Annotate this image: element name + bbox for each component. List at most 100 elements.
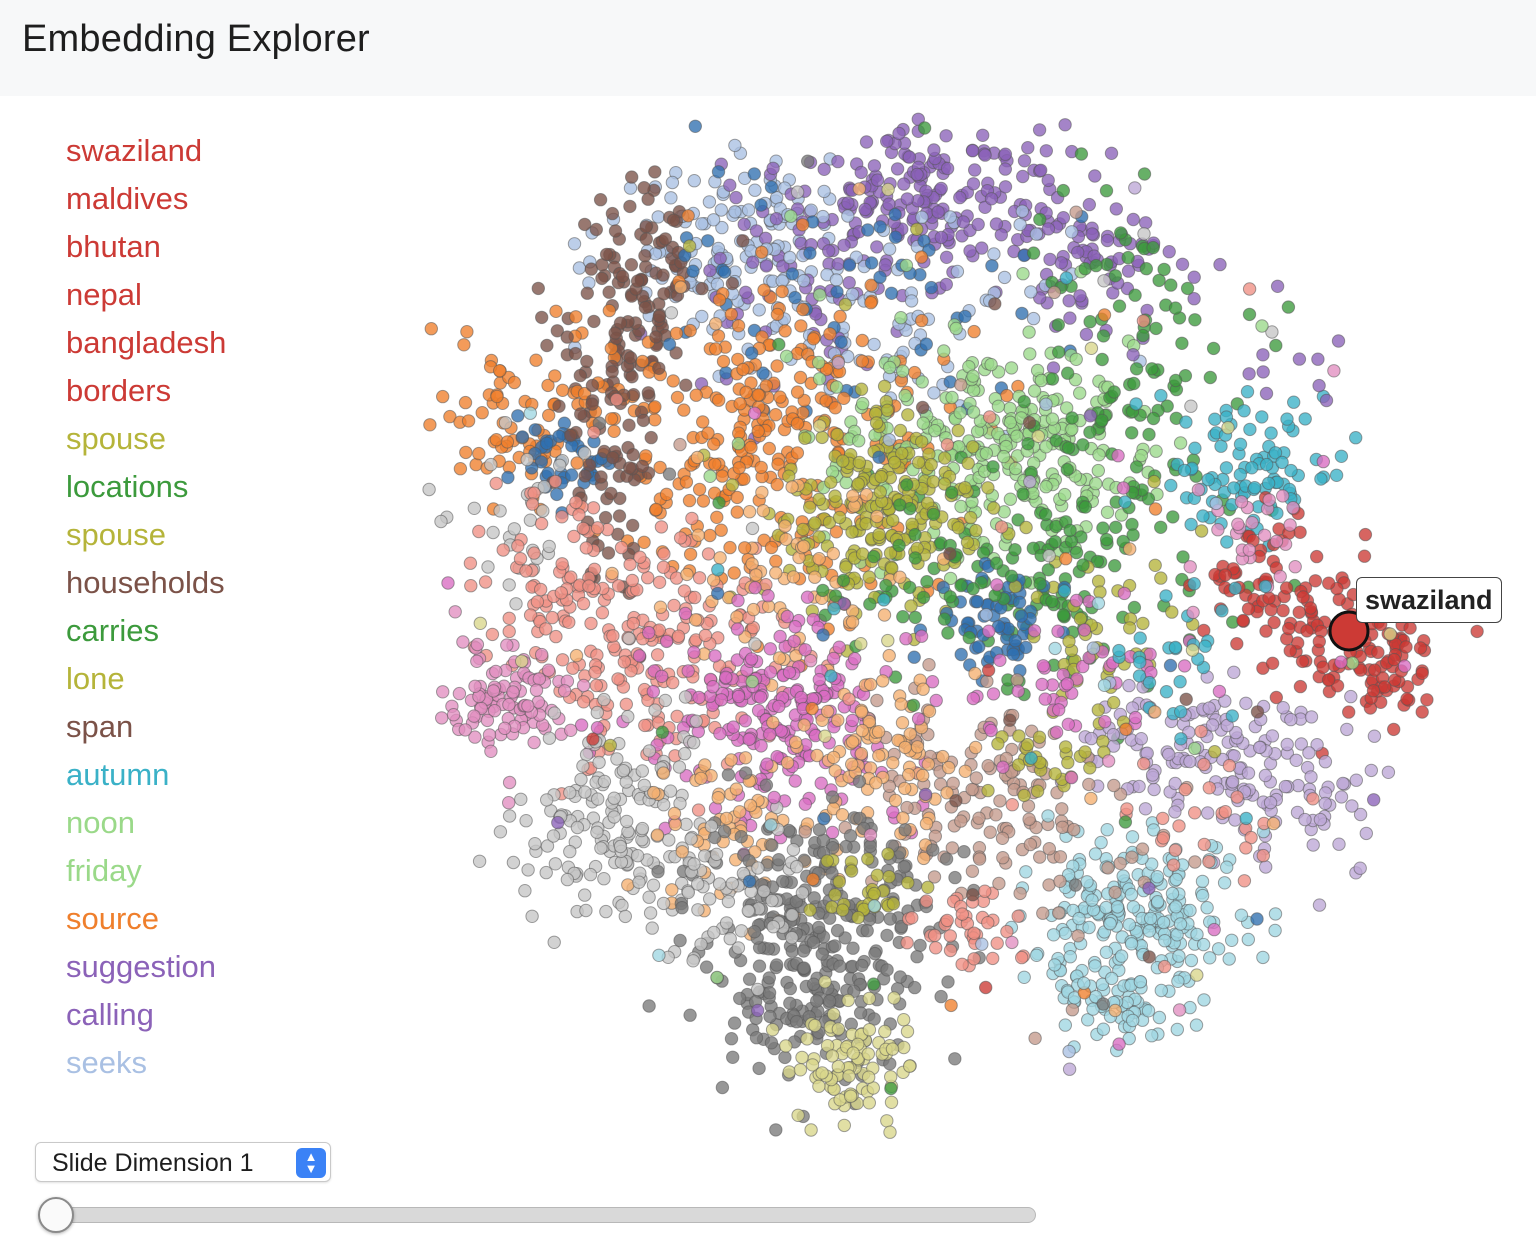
scatter-point[interactable]	[1134, 732, 1148, 746]
scatter-point[interactable]	[1413, 641, 1428, 655]
scatter-point[interactable]	[782, 665, 797, 680]
scatter-point[interactable]	[703, 469, 717, 483]
scatter-point[interactable]	[590, 521, 605, 535]
scatter-point[interactable]	[743, 798, 758, 813]
scatter-point[interactable]	[540, 338, 554, 353]
scatter-point[interactable]	[773, 629, 787, 644]
scatter-point[interactable]	[1043, 252, 1057, 267]
scatter-point[interactable]	[877, 608, 892, 622]
scatter-point[interactable]	[1013, 886, 1027, 901]
scatter-point[interactable]	[1122, 917, 1136, 932]
scatter-point[interactable]	[1061, 755, 1075, 770]
scatter-point[interactable]	[501, 470, 515, 485]
scatter-point[interactable]	[1349, 431, 1363, 445]
scatter-point[interactable]	[1312, 898, 1327, 912]
scatter-point[interactable]	[1093, 585, 1107, 599]
scatter-point[interactable]	[1108, 885, 1122, 899]
scatter-point[interactable]	[948, 870, 962, 885]
scatter-point[interactable]	[915, 375, 929, 389]
scatter-point[interactable]	[870, 868, 884, 882]
scatter-point[interactable]	[1256, 365, 1270, 379]
scatter-point[interactable]	[733, 397, 747, 411]
scatter-point[interactable]	[570, 820, 585, 835]
scatter-point[interactable]	[797, 961, 811, 975]
scatter-point[interactable]	[1032, 123, 1047, 137]
scatter-point[interactable]	[1113, 856, 1127, 870]
scatter-point[interactable]	[1124, 937, 1139, 951]
scatter-point[interactable]	[423, 418, 437, 432]
scatter-point[interactable]	[1172, 1003, 1187, 1017]
scatter-point[interactable]	[1296, 590, 1310, 604]
scatter-point[interactable]	[916, 768, 930, 783]
scatter-point[interactable]	[1144, 911, 1158, 926]
scatter-point[interactable]	[1383, 627, 1397, 641]
scatter-point[interactable]	[873, 270, 887, 284]
scatter-point[interactable]	[630, 849, 645, 863]
scatter-point[interactable]	[692, 690, 706, 705]
scatter-point[interactable]	[507, 375, 522, 390]
scatter-point[interactable]	[908, 980, 922, 995]
scatter-point[interactable]	[655, 725, 670, 739]
scatter-point[interactable]	[844, 864, 859, 878]
scatter-point[interactable]	[1142, 881, 1156, 895]
scatter-point[interactable]	[887, 455, 902, 470]
scatter-point[interactable]	[574, 772, 588, 787]
scatter-point[interactable]	[666, 213, 681, 227]
scatter-point[interactable]	[1203, 951, 1217, 965]
scatter-point[interactable]	[709, 342, 723, 356]
scatter-point[interactable]	[765, 838, 779, 852]
scatter-point[interactable]	[953, 190, 967, 205]
scatter-point[interactable]	[1173, 917, 1188, 931]
scatter-point[interactable]	[1359, 826, 1373, 841]
scatter-point[interactable]	[755, 485, 769, 500]
scatter-point[interactable]	[706, 213, 721, 227]
scatter-point[interactable]	[1141, 1004, 1156, 1018]
scatter-point[interactable]	[1136, 616, 1150, 631]
scatter-point[interactable]	[712, 393, 726, 407]
scatter-point[interactable]	[924, 457, 938, 472]
scatter-point[interactable]	[467, 709, 481, 723]
scatter-point[interactable]	[514, 792, 528, 806]
scatter-point[interactable]	[1045, 412, 1060, 426]
scatter-point[interactable]	[1188, 741, 1202, 756]
scatter-point[interactable]	[667, 598, 681, 613]
scatter-point[interactable]	[557, 684, 572, 698]
scatter-point[interactable]	[1188, 855, 1202, 869]
word-list-item[interactable]: locations	[66, 469, 189, 504]
scatter-point[interactable]	[681, 209, 695, 223]
scatter-point[interactable]	[1146, 411, 1161, 426]
scatter-point[interactable]	[1058, 118, 1072, 132]
word-list-item[interactable]: borders	[66, 373, 172, 408]
scatter-point[interactable]	[811, 355, 826, 370]
scatter-point[interactable]	[730, 505, 744, 519]
scatter-point[interactable]	[1022, 415, 1037, 430]
scatter-point[interactable]	[452, 686, 467, 701]
scatter-point[interactable]	[1282, 621, 1296, 636]
scatter-point[interactable]	[1258, 579, 1272, 594]
scatter-point[interactable]	[713, 726, 727, 741]
scatter-point[interactable]	[1250, 705, 1265, 719]
scatter-point[interactable]	[903, 580, 917, 595]
scatter-point[interactable]	[1071, 245, 1085, 260]
scatter-point[interactable]	[1256, 848, 1270, 863]
scatter-point[interactable]	[1012, 595, 1027, 609]
scatter-point[interactable]	[652, 309, 667, 323]
scatter-point[interactable]	[1023, 347, 1037, 361]
scatter-point[interactable]	[1065, 1003, 1080, 1017]
scatter-point[interactable]	[1183, 754, 1197, 769]
scatter-point[interactable]	[591, 792, 605, 806]
scatter-point[interactable]	[730, 490, 744, 505]
scatter-point[interactable]	[594, 470, 608, 484]
scatter-point[interactable]	[1240, 385, 1255, 399]
scatter-point[interactable]	[965, 144, 980, 158]
scatter-point[interactable]	[990, 578, 1004, 592]
scatter-point[interactable]	[560, 330, 574, 344]
scatter-point[interactable]	[772, 337, 786, 352]
scatter-point[interactable]	[638, 249, 652, 263]
dimension-select[interactable]: Slide Dimension 1 ▲ ▼	[35, 1142, 331, 1182]
word-list-item[interactable]: households	[66, 565, 225, 600]
scatter-point[interactable]	[576, 759, 590, 773]
scatter-point[interactable]	[798, 797, 812, 811]
scatter-point[interactable]	[773, 390, 787, 404]
scatter-point[interactable]	[605, 365, 619, 379]
